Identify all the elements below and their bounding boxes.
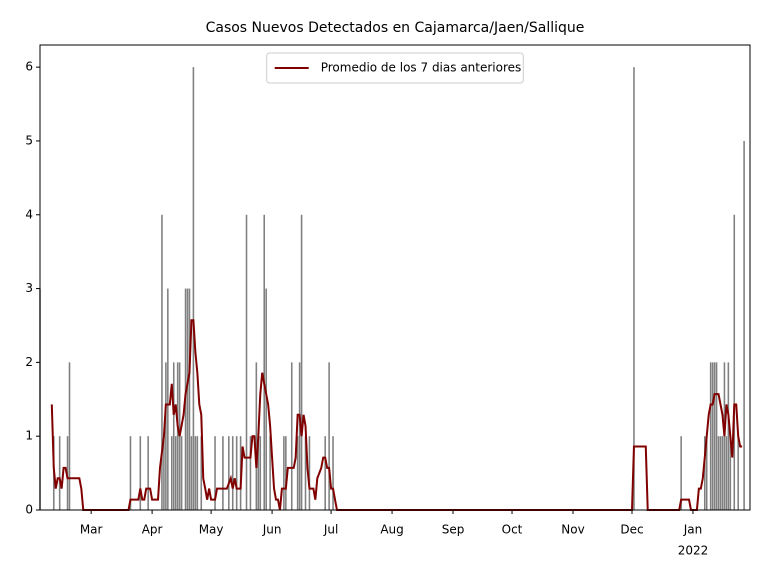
bar: [231, 436, 234, 510]
bar: [161, 214, 163, 510]
bar: [235, 436, 238, 510]
average-line: [50, 319, 743, 511]
bar: [715, 362, 718, 510]
y-tick-label: 2: [25, 355, 33, 369]
x-tick-label: Jun: [262, 523, 282, 537]
bar: [214, 436, 216, 510]
x-tick-label: May: [199, 523, 224, 537]
bar: [139, 436, 142, 510]
x-tick-label: Jul: [323, 523, 338, 537]
bar: [170, 436, 173, 510]
bar: [737, 436, 739, 510]
bar: [245, 214, 248, 510]
bar: [192, 67, 195, 511]
axes-frame: [39, 44, 751, 511]
bar: [680, 436, 682, 510]
bar: [129, 436, 132, 510]
bar: [222, 436, 224, 510]
bar: [196, 436, 199, 510]
bar: [172, 362, 175, 510]
bar: [263, 214, 265, 510]
bar: [328, 362, 330, 510]
bar: [58, 436, 61, 510]
bar: [300, 214, 303, 510]
bar: [717, 436, 720, 510]
bar: [255, 362, 258, 510]
bar: [165, 362, 167, 510]
bar: [721, 436, 724, 510]
bar: [703, 436, 706, 510]
y-tick-label: 6: [25, 60, 33, 74]
x-tick-label: Oct: [502, 523, 523, 537]
bar: [188, 288, 191, 510]
bar: [711, 362, 714, 510]
bar: [709, 362, 712, 510]
bar: [68, 362, 71, 510]
x-tick-label: Dec: [620, 523, 643, 537]
y-tick-label: 5: [25, 133, 33, 147]
x-tick-label: Jan: [683, 523, 703, 537]
bar: [200, 436, 203, 510]
bar: [332, 436, 334, 510]
bar: [285, 436, 287, 510]
bar: [269, 436, 271, 510]
bar: [298, 362, 301, 510]
bar: [304, 436, 307, 510]
legend-box: [266, 52, 524, 84]
x-tick-label: Sep: [442, 523, 465, 537]
bar: [259, 436, 262, 510]
bar: [308, 436, 311, 510]
bar: [290, 362, 293, 510]
bar: [186, 288, 189, 510]
plot-area: [39, 67, 745, 511]
y-tick-label: 0: [25, 503, 33, 517]
bar: [719, 436, 722, 510]
bar: [190, 436, 193, 510]
bar: [705, 436, 708, 510]
bar: [713, 362, 716, 510]
bar: [167, 288, 169, 510]
x-tick-label: Nov: [561, 523, 584, 537]
bar: [729, 436, 732, 510]
bar: [727, 362, 730, 510]
bar: [257, 436, 260, 510]
bar: [725, 436, 728, 510]
bar: [249, 436, 252, 510]
legend: Promedio de los 7 dias anteriores: [266, 52, 524, 84]
x-tick-label: Mar: [80, 523, 103, 537]
y-tick-label: 1: [25, 429, 33, 443]
bar: [283, 436, 285, 510]
bar: [180, 436, 183, 510]
bar: [733, 214, 736, 510]
y-tick-label: 4: [25, 207, 33, 221]
bar: [194, 436, 197, 510]
y-tick-label: 3: [25, 281, 33, 295]
x-tick-label: Apr: [142, 523, 163, 537]
chart-title: Casos Nuevos Detectados en Cajamarca/Jae…: [206, 20, 585, 36]
bar: [743, 140, 745, 510]
bar: [176, 362, 179, 510]
bar: [296, 436, 299, 510]
bar: [147, 436, 149, 510]
bar: [228, 436, 230, 510]
x-tick-label: Aug: [380, 523, 403, 537]
bar: [174, 436, 177, 510]
bar: [633, 67, 635, 511]
x-tick-sublabel: 2022: [678, 544, 709, 558]
legend-label: Promedio de los 7 dias anteriores: [321, 61, 522, 75]
bar: [324, 436, 326, 510]
bar: [163, 436, 165, 510]
